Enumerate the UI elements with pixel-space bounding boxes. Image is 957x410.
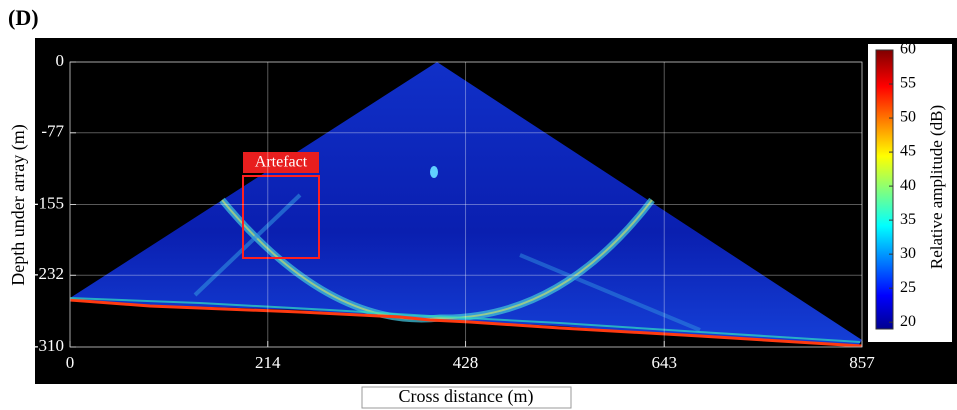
x-tick-label: 428 — [453, 353, 479, 372]
y-tick-label: 0 — [56, 51, 65, 70]
y-axis-label: Depth under array (m) — [8, 124, 29, 285]
colorbar-tick-label: 20 — [900, 313, 916, 330]
colorbar-tick-label: 25 — [900, 279, 916, 296]
x-tick-label: 0 — [66, 353, 75, 372]
colorbar-tick-label: 40 — [900, 177, 916, 194]
artefact-label-bg — [243, 152, 319, 173]
x-tick-label: 214 — [255, 353, 281, 372]
annotation: Artefact — [255, 154, 308, 171]
x-label-box — [361, 386, 572, 409]
x-tick-label: 643 — [651, 353, 677, 372]
y-tick-label: -77 — [41, 122, 64, 141]
colorbar-tick-label: 35 — [900, 211, 916, 228]
panel-label: (D) — [8, 5, 39, 30]
x-tick-label: 857 — [849, 353, 875, 372]
colorbar — [875, 49, 894, 330]
colorbar-tick-label: 30 — [900, 245, 916, 262]
artefact-box — [242, 175, 320, 259]
colorbar-tick-label: 50 — [900, 109, 916, 126]
y-tick-label: -155 — [33, 193, 64, 212]
x-axis-label: Cross distance (m) — [399, 386, 534, 407]
colorbar-tick-label: 60 — [900, 41, 916, 58]
sonar-image — [69, 62, 863, 348]
colorbar-tick-label: 55 — [900, 75, 916, 92]
y-tick-label: -310 — [33, 336, 64, 355]
colorbar-label: Relative amplitude (dB) — [927, 105, 946, 269]
y-tick-label: -232 — [33, 264, 64, 283]
colorbar-tick-label: 45 — [900, 143, 916, 160]
